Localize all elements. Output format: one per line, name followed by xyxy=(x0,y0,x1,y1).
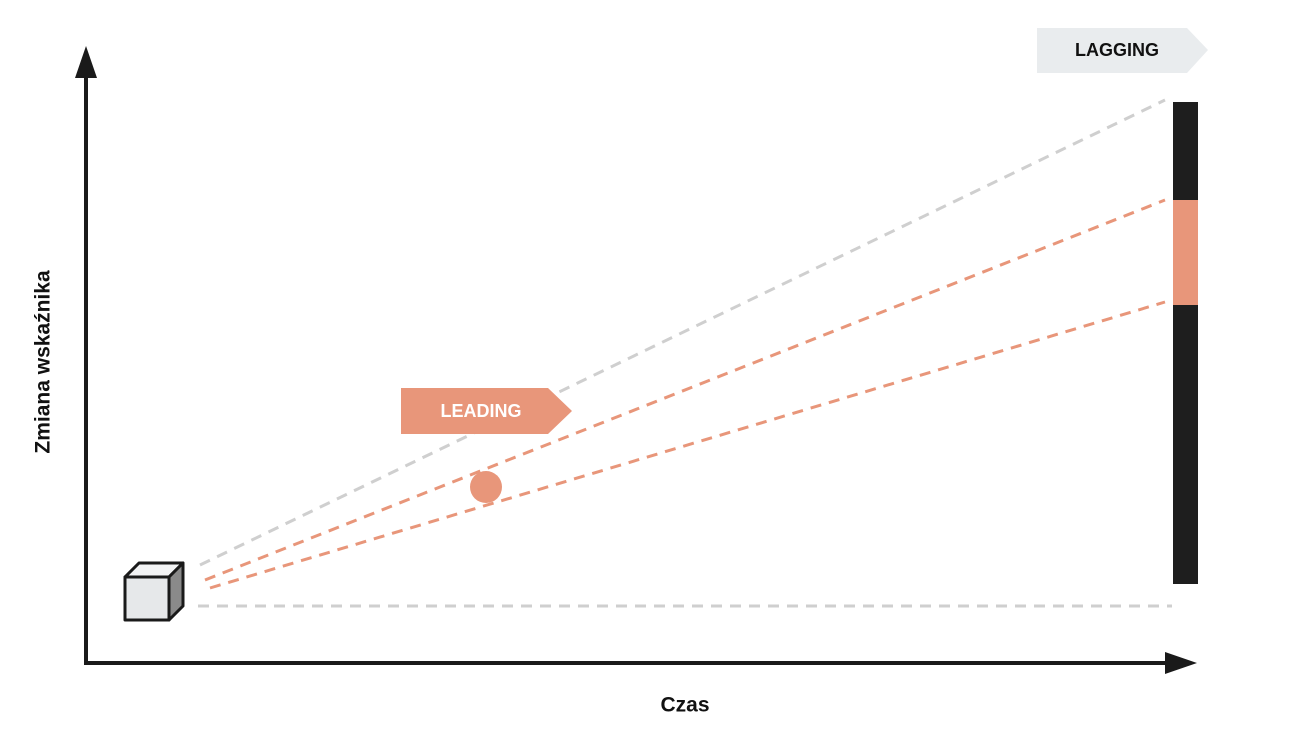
x-axis-label: Czas xyxy=(660,694,709,717)
lower-orange-line xyxy=(209,300,1166,590)
leading-range xyxy=(1173,200,1198,305)
lagging-bar xyxy=(1173,102,1198,584)
cube xyxy=(123,561,185,622)
y-axis-label: Zmiana wskaźnika xyxy=(32,270,55,454)
leading-label: LEADING xyxy=(441,401,522,421)
leading-point xyxy=(470,471,502,503)
lagging-label: LAGGING xyxy=(1075,40,1159,60)
x-axis-arrow xyxy=(1165,652,1197,674)
cube-front xyxy=(123,575,171,622)
upper-gray-line xyxy=(199,98,1166,567)
lagging-tag xyxy=(1037,28,1208,73)
y-axis-arrow xyxy=(75,46,97,78)
leading-tag xyxy=(401,388,572,434)
upper-orange-line xyxy=(204,198,1166,582)
